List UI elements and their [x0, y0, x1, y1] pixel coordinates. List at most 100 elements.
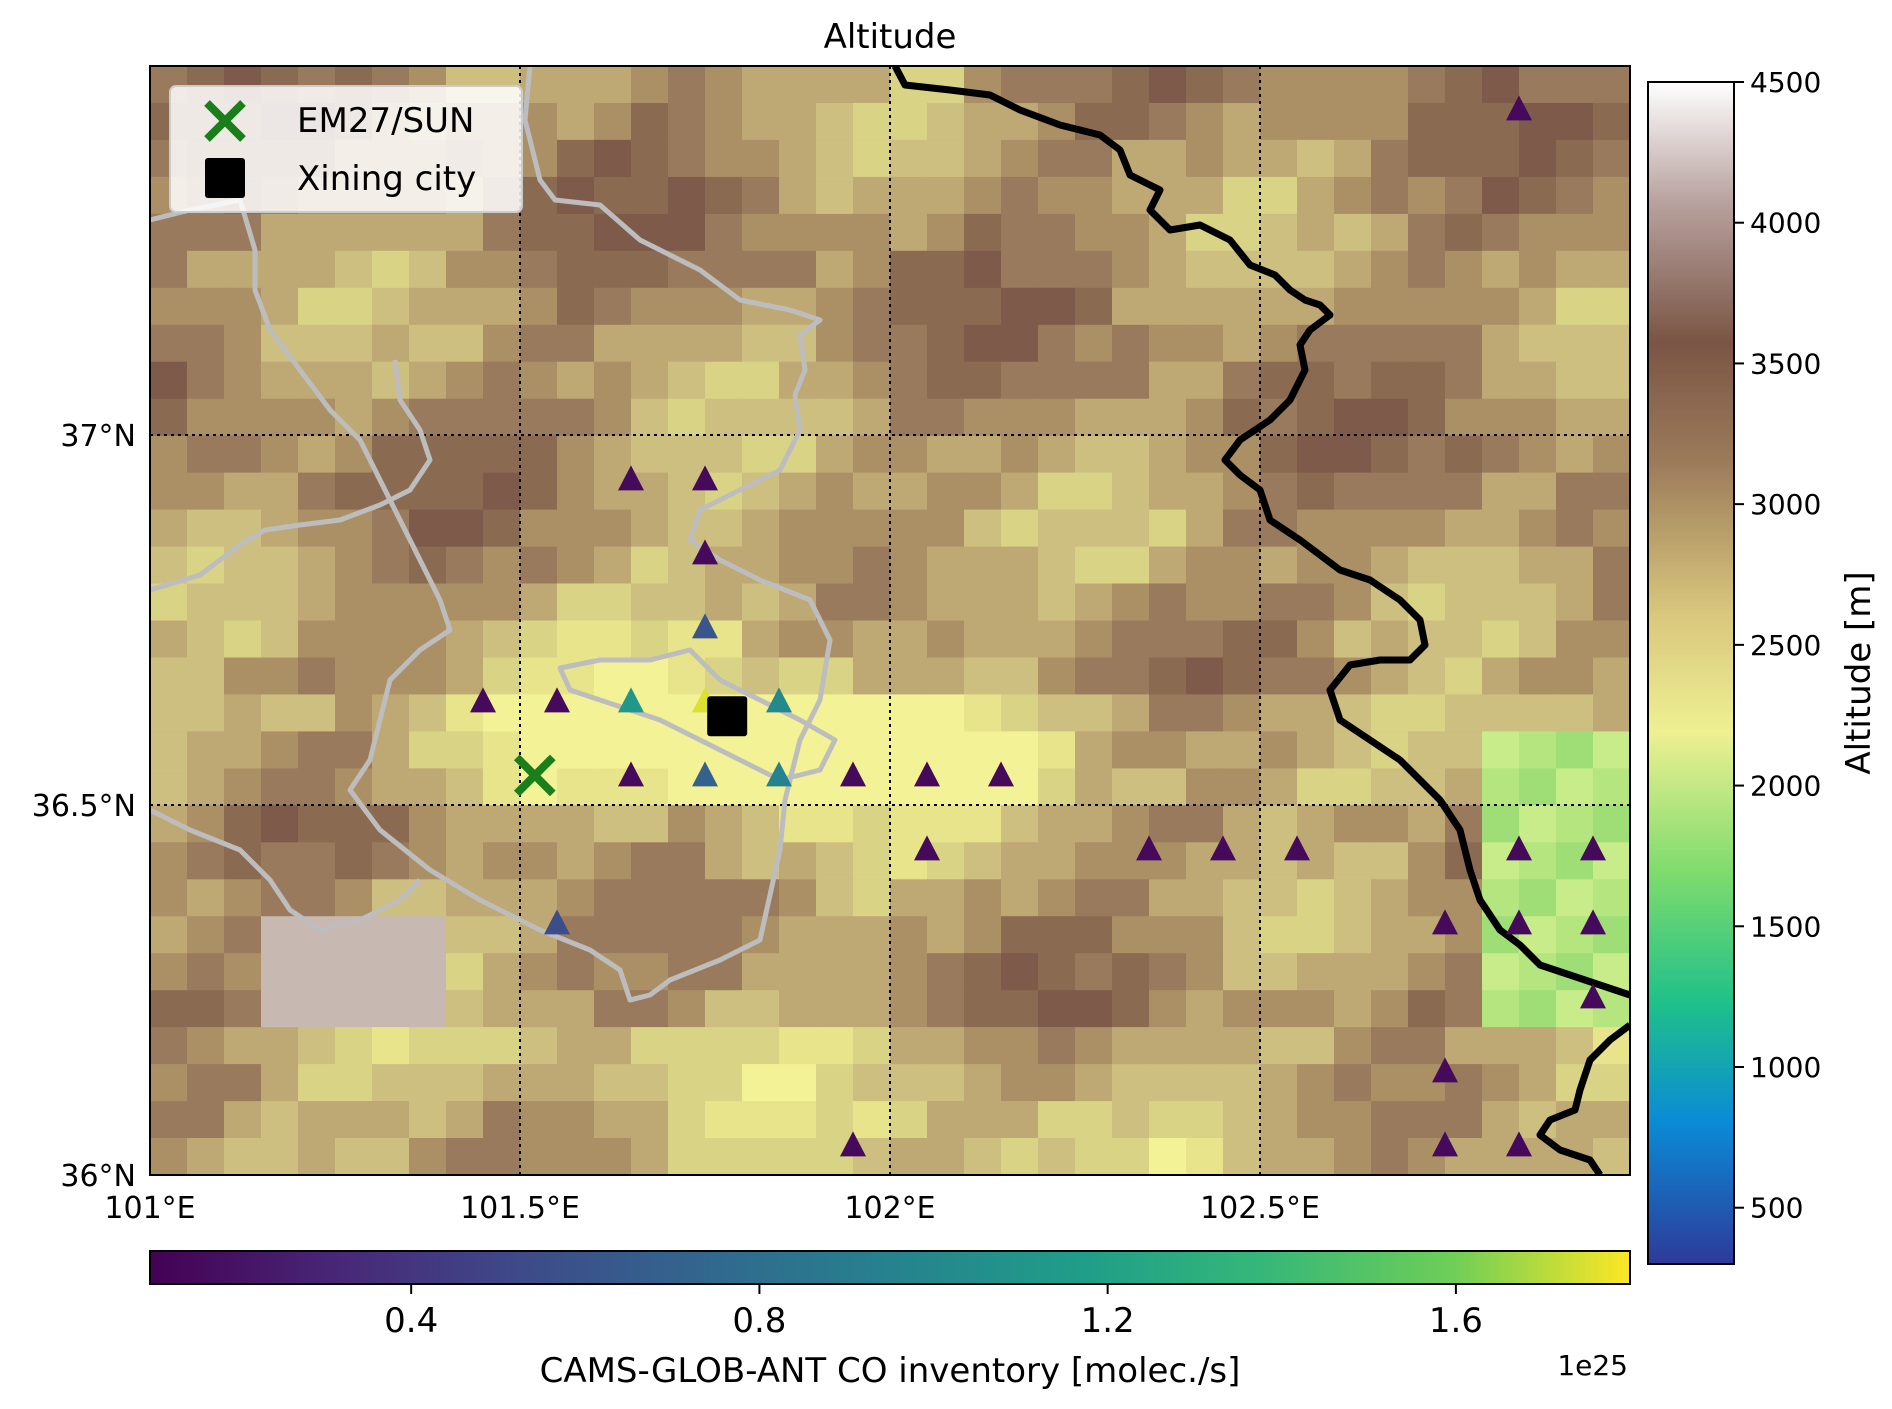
terrain-cell	[890, 731, 928, 769]
terrain-cell	[1038, 990, 1076, 1028]
terrain-cell	[409, 1064, 447, 1102]
terrain-cell	[1408, 1027, 1446, 1065]
terrain-cell	[446, 1138, 484, 1175]
terrain-cell	[705, 176, 743, 215]
terrain-cell	[1149, 103, 1187, 141]
terrain-cell	[1149, 435, 1187, 474]
terrain-cell	[668, 66, 706, 104]
terrain-cell	[964, 1138, 1002, 1175]
terrain-cell	[224, 990, 262, 1028]
terrain-cell	[1519, 139, 1557, 178]
terrain-cell	[557, 990, 595, 1028]
terrain-cell	[224, 435, 262, 474]
terrain-cell	[409, 768, 447, 806]
altitude-tick-label: 1000	[1750, 1051, 1821, 1084]
terrain-cell	[1112, 472, 1150, 511]
terrain-cell	[927, 805, 965, 843]
terrain-cell	[705, 324, 743, 363]
terrain-cell	[446, 1027, 484, 1065]
terrain-cell	[1408, 361, 1446, 400]
terrain-cell	[298, 509, 336, 548]
terrain-cell	[1297, 916, 1335, 954]
terrain-cell	[298, 1138, 336, 1175]
terrain-cell	[964, 657, 1002, 696]
terrain-cell	[1112, 1101, 1150, 1139]
terrain-cell	[150, 1138, 188, 1175]
terrain-cell	[1334, 990, 1372, 1028]
terrain-cell	[261, 694, 299, 732]
terrain-cell	[853, 361, 891, 400]
terrain-cell	[1075, 398, 1113, 437]
terrain-cell	[1260, 435, 1298, 474]
terrain-cell	[779, 879, 817, 917]
terrain-cell	[372, 1101, 410, 1139]
terrain-cell	[594, 990, 632, 1028]
lat-tick-label: 36.5°N	[32, 789, 136, 824]
terrain-cell	[1186, 583, 1224, 622]
terrain-cell	[668, 139, 706, 178]
terrain-cell	[1149, 1101, 1187, 1139]
terrain-cell	[1112, 1138, 1150, 1175]
terrain-cell	[631, 620, 669, 659]
terrain-cell	[1482, 435, 1520, 474]
terrain-cell	[779, 66, 817, 104]
terrain-cell	[298, 657, 336, 696]
terrain-cell	[631, 176, 669, 215]
province-border	[891, 66, 1630, 999]
terrain-cell	[261, 1138, 299, 1175]
terrain-cell	[261, 916, 299, 954]
terrain-cell	[927, 916, 965, 954]
terrain-cell	[890, 620, 928, 659]
co-tick-label: 1.6	[1429, 1301, 1483, 1341]
county-border	[150, 807, 422, 933]
legend-em27-label: EM27/SUN	[297, 101, 474, 141]
terrain-cell	[1149, 398, 1187, 437]
terrain-cell	[520, 1064, 558, 1102]
terrain-cell	[594, 805, 632, 843]
terrain-cell	[1334, 879, 1372, 917]
terrain-cell	[1223, 509, 1261, 548]
terrain-cell	[1075, 213, 1113, 252]
terrain-cell	[779, 546, 817, 585]
terrain-cell	[1001, 1101, 1039, 1139]
terrain-cell	[705, 1101, 743, 1139]
terrain-cell	[742, 1064, 780, 1102]
terrain-cell	[409, 916, 447, 954]
terrain-cell	[890, 1138, 928, 1175]
terrain-cell	[1075, 953, 1113, 991]
emission-source-marker	[618, 687, 644, 713]
terrain-cell	[1371, 805, 1409, 843]
terrain-cell	[779, 916, 817, 954]
terrain-cell	[964, 1064, 1002, 1102]
terrain-cell	[927, 990, 965, 1028]
terrain-cell	[483, 1064, 521, 1102]
terrain-cell	[927, 176, 965, 215]
terrain-cell	[779, 103, 817, 141]
terrain-cell	[853, 620, 891, 659]
terrain-cell	[964, 842, 1002, 880]
terrain-cell	[1038, 250, 1076, 289]
terrain-cell	[1075, 472, 1113, 511]
terrain-cell	[964, 287, 1002, 326]
terrain-cell	[1482, 213, 1520, 252]
terrain-cell	[1075, 842, 1113, 880]
terrain-cell	[1371, 694, 1409, 732]
terrain-cell	[1038, 1138, 1076, 1175]
terrain-cell	[1519, 361, 1557, 400]
terrain-cell	[1112, 879, 1150, 917]
map-title: Altitude	[824, 17, 957, 57]
terrain-cell	[631, 879, 669, 917]
altitude-tick-label: 3500	[1750, 347, 1821, 380]
terrain-cell	[1593, 768, 1630, 806]
terrain-cell	[1260, 879, 1298, 917]
terrain-cell	[520, 620, 558, 659]
terrain-cell	[261, 472, 299, 511]
terrain-cell	[335, 1101, 373, 1139]
emission-source-marker	[840, 1131, 866, 1157]
terrain-cell	[372, 250, 410, 289]
terrain-cell	[483, 1101, 521, 1139]
emission-source-marker	[988, 761, 1014, 787]
terrain-cell	[594, 176, 632, 215]
legend-city-icon	[205, 158, 245, 198]
terrain-cell	[705, 879, 743, 917]
